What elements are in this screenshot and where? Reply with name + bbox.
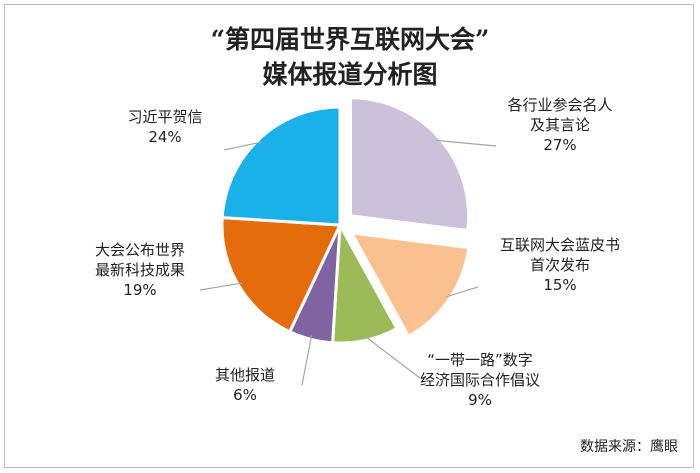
pie-slice-industry-celebrities [351, 98, 469, 231]
leader-line-belt-road-initiative [365, 336, 420, 378]
data-label-industry-celebrities: 各行业参会名人及其言论 27% [507, 96, 612, 154]
data-label-category: 各行业参会名人 [507, 96, 612, 114]
leader-line-other-reports [302, 335, 312, 385]
data-label-other-reports: 其他报道 6% [215, 366, 275, 404]
data-label-category: 首次发布 [530, 256, 590, 274]
data-label-percent: 19% [123, 281, 156, 299]
data-label-category: 其他报道 [215, 366, 275, 384]
data-label-belt-road-initiative: “一带一路”数字经济国际合作倡议 9% [420, 351, 540, 409]
data-label-category: 经济国际合作倡议 [420, 371, 540, 389]
source-note: 数据来源：鹰眼 [580, 436, 678, 456]
data-label-xi-letter: 习近平贺信 24% [127, 108, 202, 146]
leader-line-tech-achievements [200, 283, 242, 290]
data-label-bluebook-release: 互联网大会蓝皮书首次发布 15% [500, 236, 620, 294]
data-label-percent: 6% [233, 386, 257, 404]
data-label-category: 习近平贺信 [127, 108, 202, 126]
data-label-tech-achievements: 大会公布世界最新科技成果 19% [95, 241, 185, 299]
data-label-category: 最新科技成果 [95, 261, 185, 279]
data-label-percent: 24% [148, 128, 181, 146]
pie-slice-xi-letter [222, 107, 340, 225]
data-label-category: 及其言论 [530, 116, 590, 134]
data-label-percent: 15% [543, 276, 576, 294]
pie-slices [222, 98, 469, 343]
data-label-percent: 9% [468, 391, 492, 409]
data-label-category: 互联网大会蓝皮书 [500, 236, 620, 254]
data-label-category: “一带一路”数字 [427, 351, 533, 369]
data-label-category: 大会公布世界 [95, 241, 185, 259]
data-label-percent: 27% [543, 136, 576, 154]
